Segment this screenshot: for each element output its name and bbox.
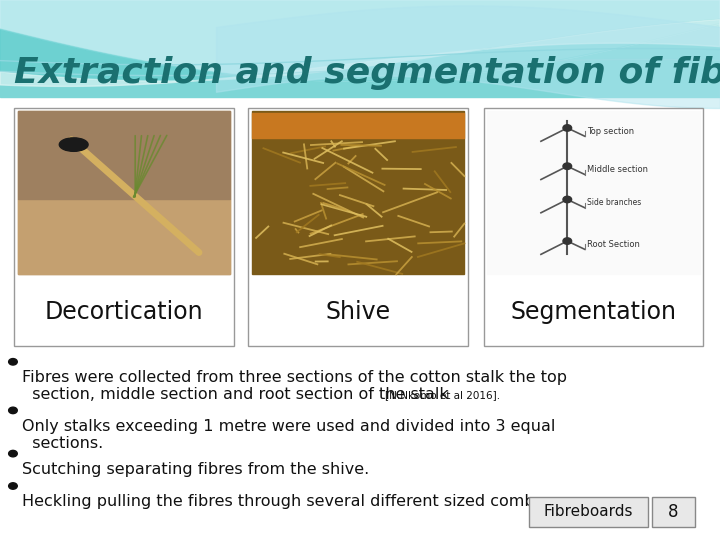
Text: Fibres were collected from three sections of the cotton stalk the top
  section,: Fibres were collected from three section…	[22, 370, 567, 402]
FancyBboxPatch shape	[652, 497, 695, 526]
Bar	[18, 199, 230, 274]
Text: 8: 8	[668, 503, 678, 521]
Text: Side branches: Side branches	[587, 198, 642, 207]
Text: Shive: Shive	[325, 300, 391, 325]
Bar	[487, 111, 700, 274]
Text: Segmentation: Segmentation	[510, 300, 677, 325]
FancyBboxPatch shape	[248, 108, 468, 346]
Bar	[18, 111, 230, 274]
Text: Scutching separating fibres from the shive.: Scutching separating fibres from the shi…	[22, 462, 369, 477]
Bar	[18, 111, 230, 199]
Text: [N.Nkomo et al 2016].: [N.Nkomo et al 2016].	[385, 390, 500, 401]
Text: Extraction and segmentation of fibres: Extraction and segmentation of fibres	[14, 56, 720, 90]
Bar	[252, 111, 464, 274]
Bar	[252, 113, 464, 138]
Text: Middle section: Middle section	[587, 165, 648, 174]
Bar	[0, 0, 720, 97]
FancyBboxPatch shape	[529, 497, 648, 526]
Ellipse shape	[59, 138, 88, 151]
Text: Decortication: Decortication	[45, 300, 204, 325]
Circle shape	[9, 450, 17, 457]
Text: Fibreboards: Fibreboards	[544, 504, 634, 519]
Circle shape	[563, 196, 572, 202]
Text: Root Section: Root Section	[587, 240, 640, 249]
Circle shape	[9, 359, 17, 365]
FancyBboxPatch shape	[484, 108, 703, 346]
Circle shape	[9, 407, 17, 414]
Circle shape	[563, 238, 572, 244]
Text: Heckling pulling the fibres through several different sized combs.: Heckling pulling the fibres through seve…	[22, 494, 548, 509]
Circle shape	[9, 483, 17, 489]
Circle shape	[563, 163, 572, 170]
Text: Only stalks exceeding 1 metre were used and divided into 3 equal
  sections.: Only stalks exceeding 1 metre were used …	[22, 418, 555, 451]
Text: Top section: Top section	[587, 127, 634, 136]
Circle shape	[563, 125, 572, 131]
FancyBboxPatch shape	[14, 108, 234, 346]
